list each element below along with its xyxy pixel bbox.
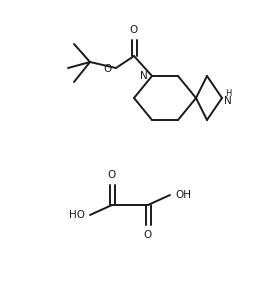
Text: O: O [104,64,112,74]
Text: O: O [108,170,116,180]
Text: N: N [224,96,232,106]
Text: OH: OH [175,190,191,200]
Text: HO: HO [69,210,85,220]
Text: N: N [140,71,148,81]
Text: O: O [144,230,152,240]
Text: O: O [130,25,138,35]
Text: H: H [225,89,231,98]
